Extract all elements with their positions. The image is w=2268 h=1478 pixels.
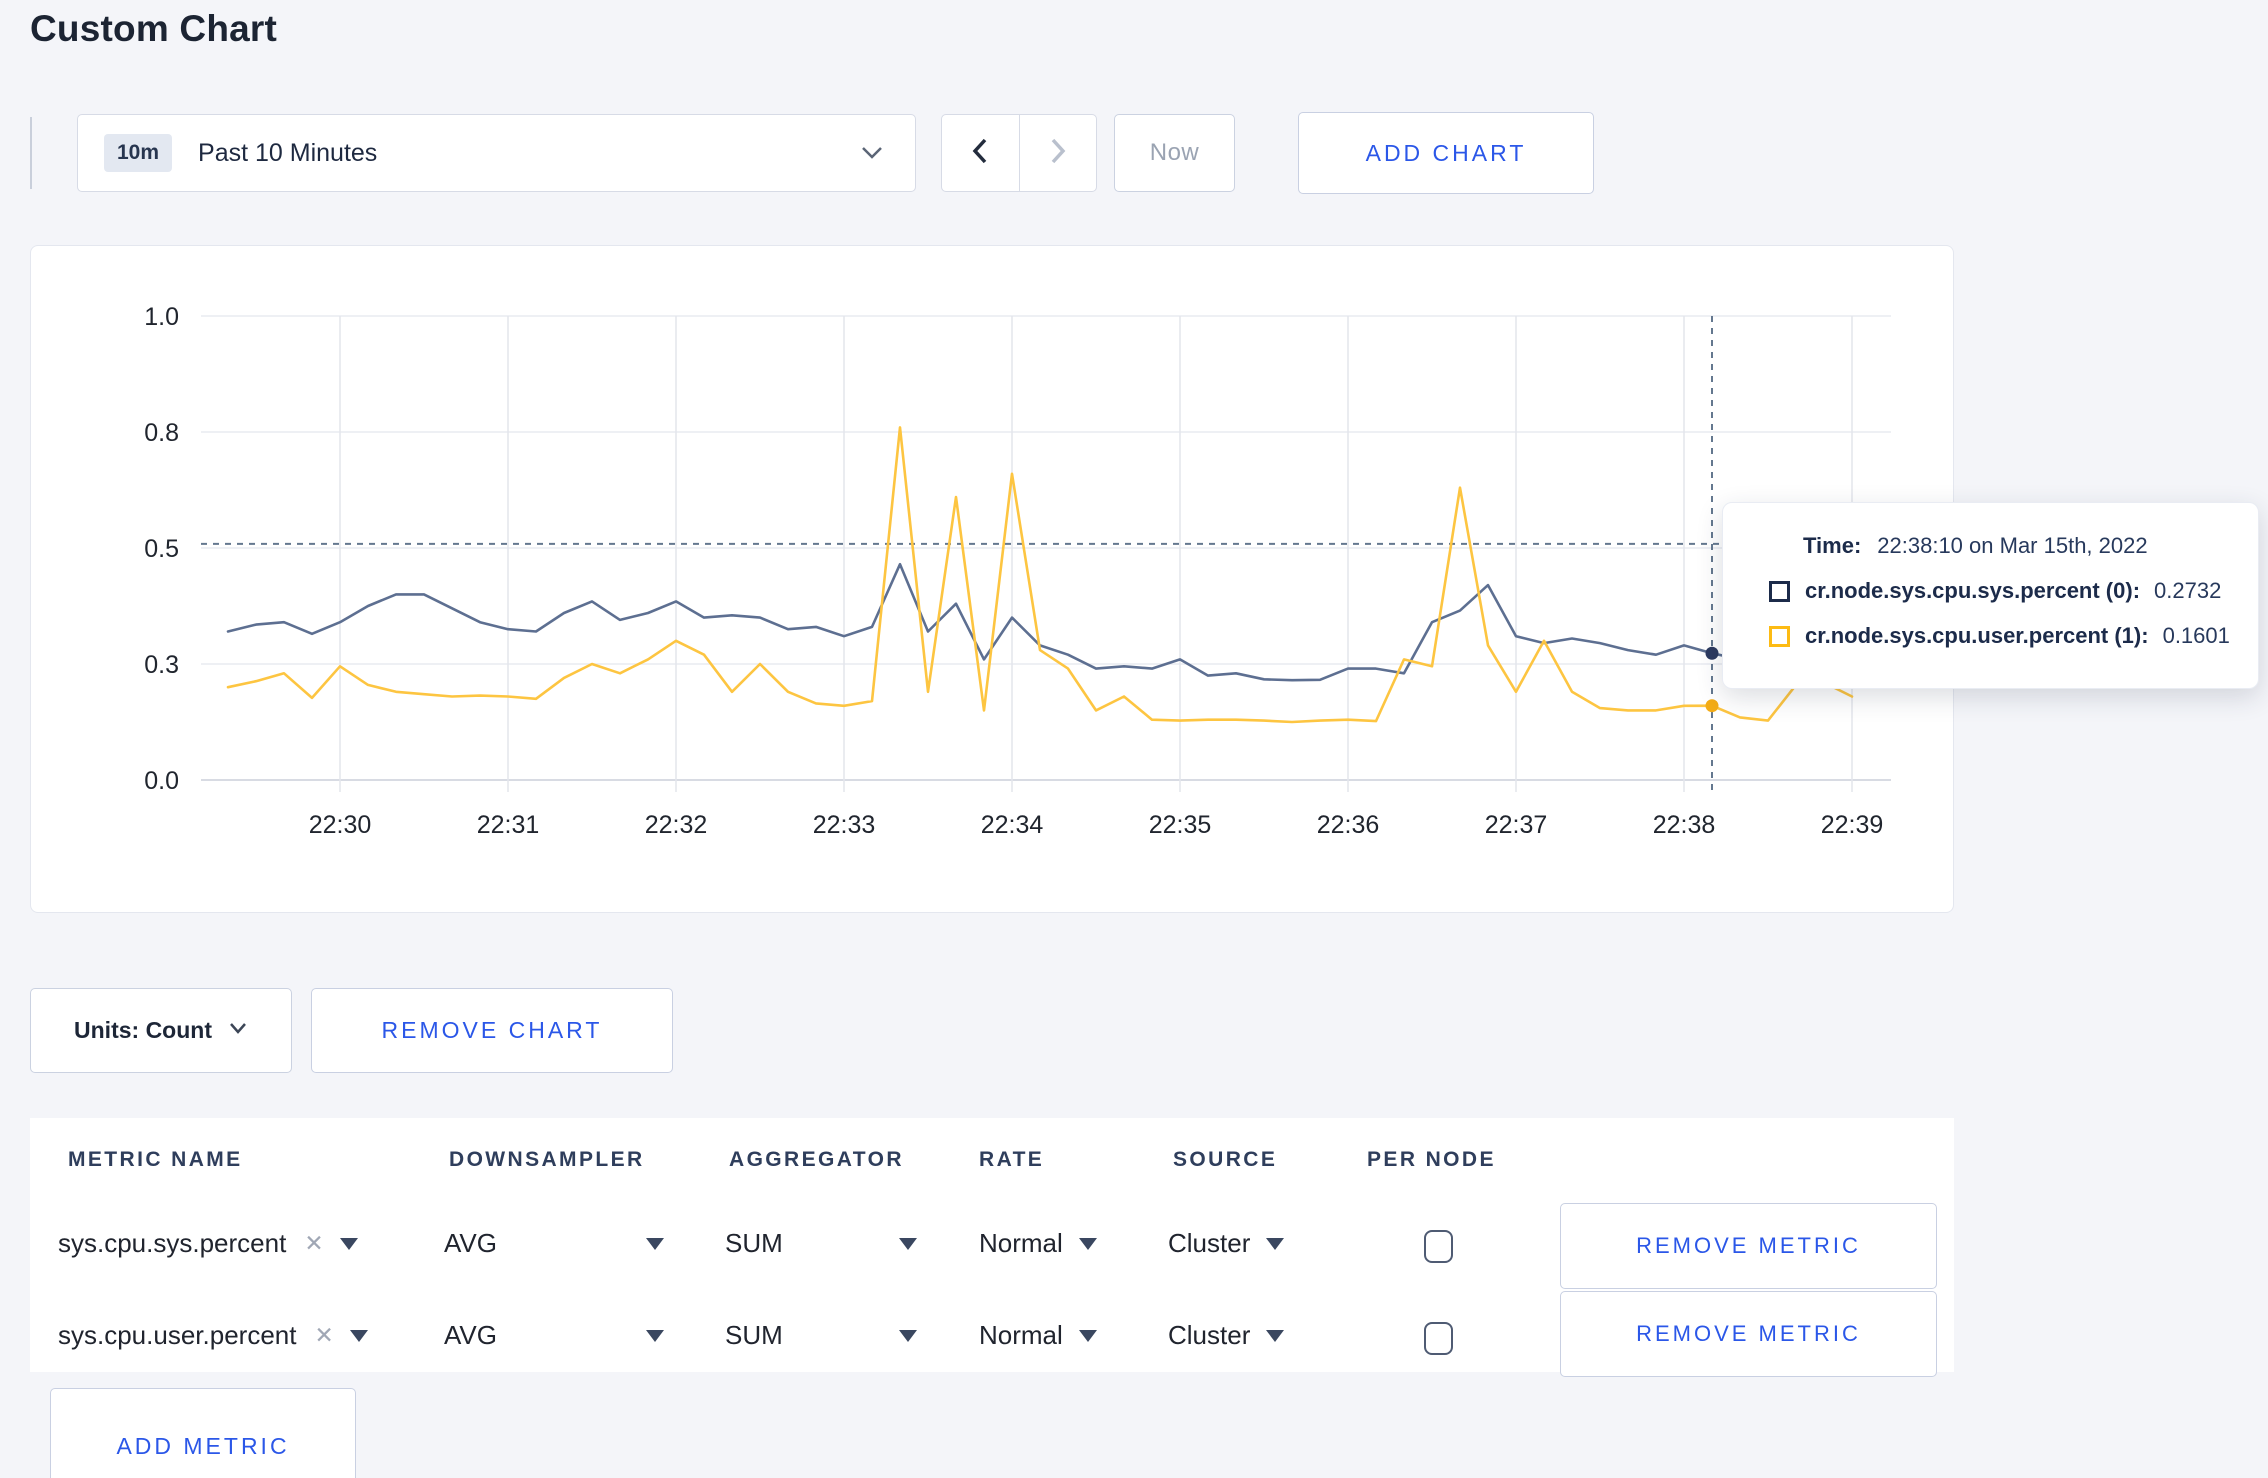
aggregator-select[interactable]: SUM <box>725 1320 917 1351</box>
remove-metric-button[interactable]: REMOVE METRIC <box>1560 1203 1937 1289</box>
page-title: Custom Chart <box>30 8 278 49</box>
add-metric-button[interactable]: ADD METRIC <box>50 1388 356 1478</box>
source-select[interactable]: Cluster <box>1168 1228 1285 1259</box>
svg-text:22:35: 22:35 <box>1149 811 1212 839</box>
tooltip-series-value: 0.2732 <box>2154 578 2222 603</box>
per-node-checkbox[interactable] <box>1424 1230 1453 1263</box>
svg-text:22:36: 22:36 <box>1317 811 1380 839</box>
per-node-checkbox[interactable] <box>1424 1322 1453 1355</box>
downsampler-value: AVG <box>444 1320 497 1350</box>
metric-name-value: sys.cpu.user.percent <box>58 1320 297 1350</box>
svg-text:22:34: 22:34 <box>981 811 1044 839</box>
aggregator-value: SUM <box>725 1228 783 1258</box>
chevron-right-icon <box>1047 136 1069 171</box>
units-label: Units: Count <box>74 1017 212 1043</box>
caret-down-icon <box>646 1329 664 1342</box>
caret-down-icon <box>646 1237 664 1250</box>
add-chart-button[interactable]: ADD CHART <box>1298 112 1594 194</box>
clear-metric-icon[interactable]: ✕ <box>304 1230 324 1256</box>
svg-text:0.5: 0.5 <box>144 535 179 563</box>
rate-value: Normal <box>979 1228 1063 1258</box>
caret-down-icon <box>1266 1237 1285 1250</box>
remove-chart-button[interactable]: REMOVE CHART <box>311 988 673 1073</box>
tooltip-series-value: 0.1601 <box>2162 623 2230 648</box>
series-swatch-user <box>1769 625 1790 647</box>
chevron-down-icon <box>859 143 885 166</box>
remove-metric-button[interactable]: REMOVE METRIC <box>1560 1291 1937 1377</box>
source-value: Cluster <box>1168 1320 1251 1350</box>
svg-text:22:33: 22:33 <box>813 811 876 839</box>
time-range-badge: 10m <box>104 134 173 172</box>
column-header-source: SOURCE <box>1173 1148 1278 1171</box>
svg-text:22:38: 22:38 <box>1653 811 1716 839</box>
column-header-aggregator: AGGREGATOR <box>729 1148 904 1171</box>
source-value: Cluster <box>1168 1228 1251 1258</box>
time-nav-group <box>941 114 1097 192</box>
tooltip-time-label: Time: <box>1803 533 1862 558</box>
time-forward-button[interactable] <box>1018 115 1097 191</box>
svg-text:1.0: 1.0 <box>144 303 179 331</box>
aggregator-value: SUM <box>725 1320 783 1350</box>
rate-value: Normal <box>979 1320 1063 1350</box>
chart-canvas[interactable]: 0.0 0.3 0.5 0.8 1.0 22:30 22:31 22:32 22:33 22:34… <box>31 246 1955 914</box>
svg-text:22:39: 22:39 <box>1821 811 1884 839</box>
caret-down-icon <box>1078 1237 1097 1250</box>
downsampler-select[interactable]: AVG <box>444 1228 664 1259</box>
tooltip-series-name: cr.node.sys.cpu.sys.percent (0): <box>1805 578 2141 603</box>
tooltip-series-name: cr.node.sys.cpu.user.percent (1): <box>1805 623 2149 648</box>
now-button[interactable]: Now <box>1114 114 1235 192</box>
time-back-button[interactable] <box>942 115 1019 191</box>
tooltip-time-value: 22:38:10 on Mar 15th, 2022 <box>1877 533 2148 558</box>
caret-down-icon <box>899 1237 917 1250</box>
metrics-table: METRIC NAME DOWNSAMPLER AGGREGATOR RATE … <box>30 1118 1954 1377</box>
caret-down-icon <box>1266 1329 1285 1342</box>
svg-text:0.8: 0.8 <box>144 419 179 447</box>
metric-name-select[interactable]: sys.cpu.sys.percent ✕ <box>58 1228 358 1259</box>
source-select[interactable]: Cluster <box>1168 1320 1285 1351</box>
chevron-down-icon <box>228 1021 248 1040</box>
downsampler-value: AVG <box>444 1228 497 1258</box>
time-range-dropdown[interactable]: 10m Past 10 Minutes <box>77 114 916 192</box>
rate-select[interactable]: Normal <box>979 1228 1097 1259</box>
clear-metric-icon[interactable]: ✕ <box>314 1322 334 1348</box>
column-header-per-node: PER NODE <box>1367 1148 1496 1171</box>
chart-tooltip: Time: 22:38:10 on Mar 15th, 2022 cr.node… <box>1722 502 2259 689</box>
chevron-left-icon <box>969 136 991 171</box>
time-range-label: Past 10 Minutes <box>198 138 378 167</box>
svg-text:22:32: 22:32 <box>645 811 708 839</box>
toolbar-divider <box>30 117 32 189</box>
svg-text:0.3: 0.3 <box>144 651 179 679</box>
svg-text:22:30: 22:30 <box>309 811 372 839</box>
aggregator-select[interactable]: SUM <box>725 1228 917 1259</box>
caret-down-icon <box>899 1329 917 1342</box>
column-header-downsampler: DOWNSAMPLER <box>449 1148 645 1171</box>
downsampler-select[interactable]: AVG <box>444 1320 664 1351</box>
rate-select[interactable]: Normal <box>979 1320 1097 1351</box>
svg-text:22:31: 22:31 <box>477 811 540 839</box>
caret-down-icon <box>349 1329 368 1342</box>
metric-name-value: sys.cpu.sys.percent <box>58 1228 287 1258</box>
caret-down-icon <box>1078 1329 1097 1342</box>
svg-text:22:37: 22:37 <box>1485 811 1548 839</box>
chart-card: 0.0 0.3 0.5 0.8 1.0 22:30 22:31 22:32 22:33 22:34… <box>30 245 1954 913</box>
metric-name-select[interactable]: sys.cpu.user.percent ✕ <box>58 1320 368 1351</box>
series-swatch-sys <box>1769 580 1790 602</box>
column-header-rate: RATE <box>979 1148 1045 1171</box>
caret-down-icon <box>339 1237 358 1250</box>
units-dropdown[interactable]: Units: Count <box>30 988 292 1073</box>
svg-text:0.0: 0.0 <box>144 767 179 795</box>
column-header-metric-name: METRIC NAME <box>68 1148 243 1171</box>
